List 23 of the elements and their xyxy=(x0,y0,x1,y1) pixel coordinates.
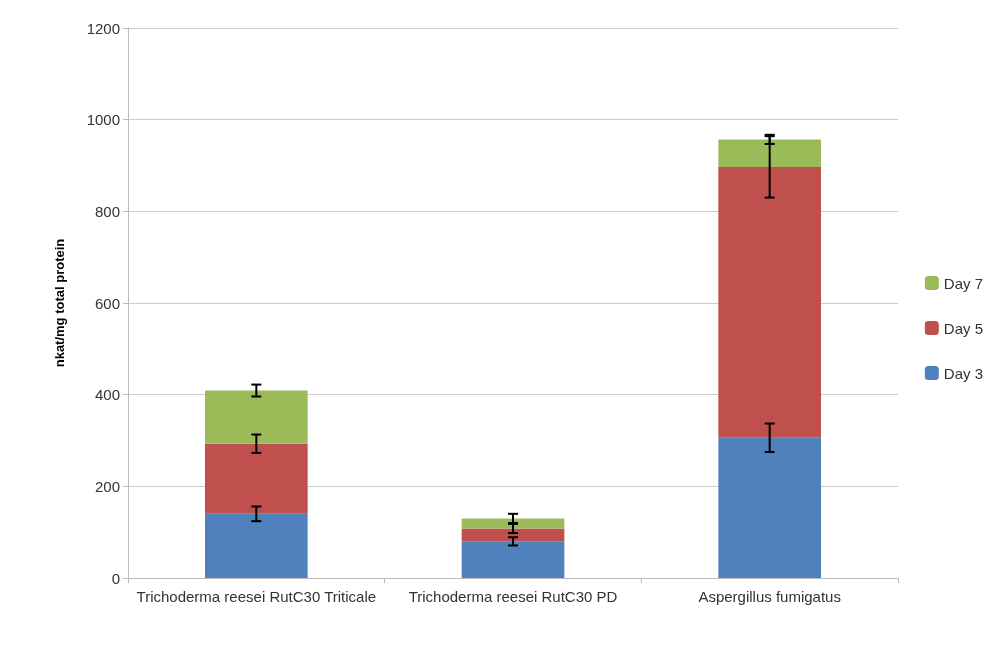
x-tick-label: Trichoderma reesei RutC30 PD xyxy=(408,587,618,605)
bar xyxy=(718,139,821,167)
bar xyxy=(461,541,565,578)
y-tick-label: 1200 xyxy=(86,19,120,37)
legend-label: Day 7 xyxy=(943,274,983,292)
x-tick-label: Aspergillus fumigatus xyxy=(698,587,841,605)
y-tick-label: 600 xyxy=(94,294,120,312)
legend-label: Day 3 xyxy=(943,364,983,382)
y-tick-label: 400 xyxy=(94,386,120,404)
y-tick-label: 200 xyxy=(94,477,120,495)
bar xyxy=(205,443,308,514)
bar xyxy=(718,166,821,438)
y-tick-label: 800 xyxy=(94,202,120,220)
y-tick-label: 1000 xyxy=(86,111,120,129)
bar xyxy=(718,437,821,578)
bar xyxy=(461,518,565,529)
x-tick-label: Trichoderma reesei RutC30 Triticale xyxy=(136,587,377,605)
y-axis-title: nkat/mg total protein xyxy=(52,238,67,368)
bar xyxy=(461,528,565,542)
bar xyxy=(205,513,308,578)
y-tick-label: 0 xyxy=(111,569,120,587)
legend-label: Day 5 xyxy=(943,319,983,337)
bar xyxy=(205,390,308,444)
